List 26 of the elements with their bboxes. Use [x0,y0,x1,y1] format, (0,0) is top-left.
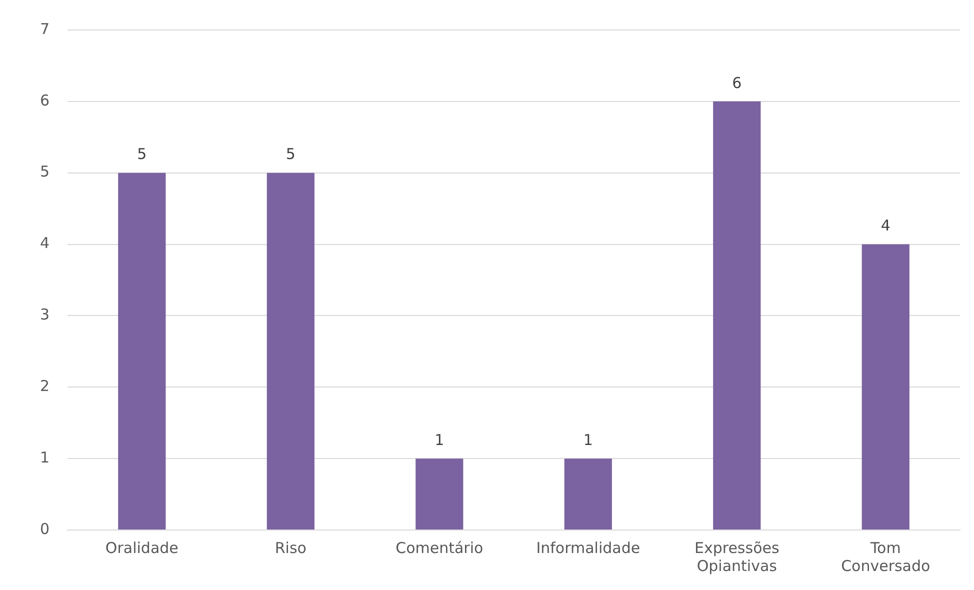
data-label: 5 [137,145,147,164]
y-tick-label: 2 [40,377,50,396]
y-tick-label: 3 [40,306,50,324]
y-tick-label: 5 [40,162,50,181]
y-tick-label: 6 [40,91,50,110]
x-tick-label: Tom Conversado [841,538,930,575]
bar [564,458,612,530]
y-tick-label: 0 [40,520,50,538]
data-label: 5 [286,145,296,164]
y-tick-label: 4 [40,234,50,252]
data-label: 1 [434,430,444,449]
x-tick-label: Comentário [396,538,484,557]
bar [416,458,464,530]
data-label: 1 [583,430,593,449]
bar [862,244,910,530]
y-tick-label: 7 [40,20,50,38]
data-label: 4 [880,216,890,235]
x-tick-label: Oralidade [105,538,178,557]
x-tick-label: Riso [274,538,306,557]
bar [713,101,761,530]
x-tick-label: Informalidade [536,538,640,557]
y-tick-label: 1 [40,448,50,466]
bar [266,172,314,530]
x-tick-label: Expressões Opiantivas [694,538,780,575]
bar [118,172,166,530]
data-label: 6 [732,74,742,92]
